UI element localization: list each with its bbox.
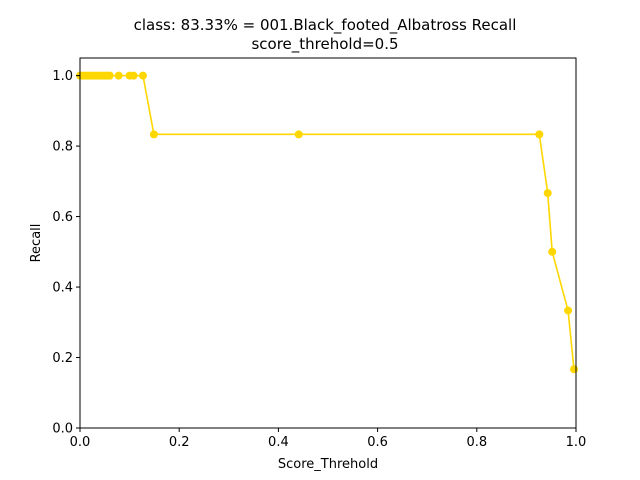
x-tick-label: 0.0 xyxy=(70,435,91,450)
data-point xyxy=(114,71,123,80)
data-point xyxy=(564,306,573,315)
plot-area xyxy=(76,71,579,374)
x-tick-label: 0.6 xyxy=(367,435,388,450)
y-tick-label: 1.0 xyxy=(52,69,73,84)
y-tick-label: 0.2 xyxy=(52,351,73,366)
x-axis: 0.0 0.2 0.4 0.6 0.8 1.0 xyxy=(70,428,587,450)
y-tick-label: 0.4 xyxy=(52,281,73,296)
data-point xyxy=(543,189,552,198)
x-tick-label: 0.4 xyxy=(268,435,289,450)
y-tick-label: 0.0 xyxy=(52,422,73,437)
x-axis-label: Score_Threhold xyxy=(278,457,378,472)
y-axis-label: Recall xyxy=(29,224,44,263)
data-point xyxy=(129,71,138,80)
y-tick-label: 0.6 xyxy=(52,210,73,225)
x-tick-label: 0.2 xyxy=(169,435,190,450)
series-line xyxy=(80,74,575,370)
x-tick-label: 1.0 xyxy=(566,435,587,450)
x-tick-label: 0.8 xyxy=(466,435,487,450)
chart-title-line2: score_threhold=0.5 xyxy=(251,35,398,54)
data-point xyxy=(149,130,158,139)
data-point xyxy=(570,365,579,374)
data-point xyxy=(294,130,303,139)
data-point xyxy=(548,247,557,256)
data-point xyxy=(535,130,544,139)
data-point xyxy=(138,71,147,80)
chart-title-line1: class: 83.33% = 001.Black_footed_Albatro… xyxy=(134,16,517,35)
y-tick-label: 0.8 xyxy=(52,140,73,155)
axes-frame xyxy=(79,57,577,429)
data-point xyxy=(105,71,114,80)
y-axis: 0.0 0.2 0.4 0.6 0.8 1.0 xyxy=(52,69,80,437)
